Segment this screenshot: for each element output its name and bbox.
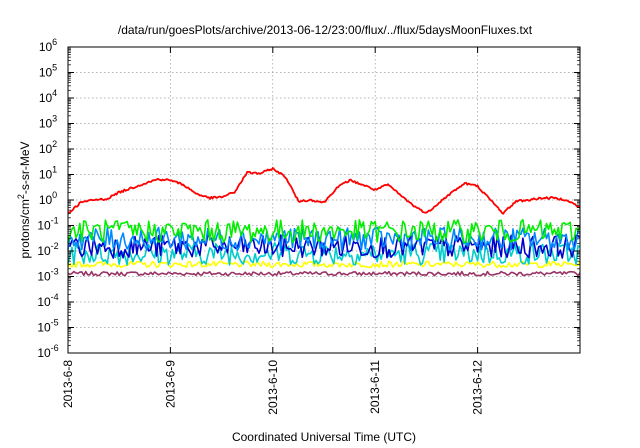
x-tick-label: 2013-6-10 [266, 360, 280, 415]
y-tick-label: 105 [39, 63, 57, 80]
series-line [67, 218, 581, 244]
y-tick-label: 103 [39, 114, 57, 131]
y-tick-label: 101 [39, 165, 57, 182]
y-tick-label: 100 [39, 190, 57, 207]
series-group [67, 167, 581, 277]
x-tick-label: 2013-6-8 [61, 360, 75, 408]
gridlines [68, 47, 580, 353]
series-line [67, 260, 581, 269]
x-tick-label: 2013-6-9 [163, 360, 177, 408]
y-tick-label: 10-1 [37, 216, 58, 233]
x-tick-label: 2013-6-12 [471, 360, 485, 415]
x-axis-label: Coordinated Universal Time (UTC) [232, 430, 416, 444]
y-tick-label: 10-4 [37, 292, 58, 309]
series-line [67, 167, 581, 215]
y-tick-label: 10-3 [37, 267, 58, 284]
y-tick-label: 104 [39, 88, 57, 105]
series-line [67, 270, 581, 277]
chart-title: /data/run/goesPlots/archive/2013-06-12/2… [118, 23, 533, 37]
x-tick-labels: 2013-6-8 2013-6-9 2013-6-10 2013-6-11 2013-6… [61, 360, 485, 415]
y-tick-label: 106 [39, 37, 57, 54]
y-tick-label: 10-6 [37, 343, 58, 360]
tick-marks [67, 46, 580, 354]
y-tick-label: 10-2 [37, 241, 58, 258]
y-tick-labels: 10-6 10-5 10-4 10-3 10-2 10-1 100 101 102 103 104 1… [37, 37, 58, 360]
y-tick-label: 10-5 [37, 318, 58, 335]
x-tick-label: 2013-6-11 [368, 360, 382, 414]
y-tick-label: 102 [39, 139, 57, 156]
y-axis-label: protons/cm2-s-sr-MeV [16, 141, 32, 258]
